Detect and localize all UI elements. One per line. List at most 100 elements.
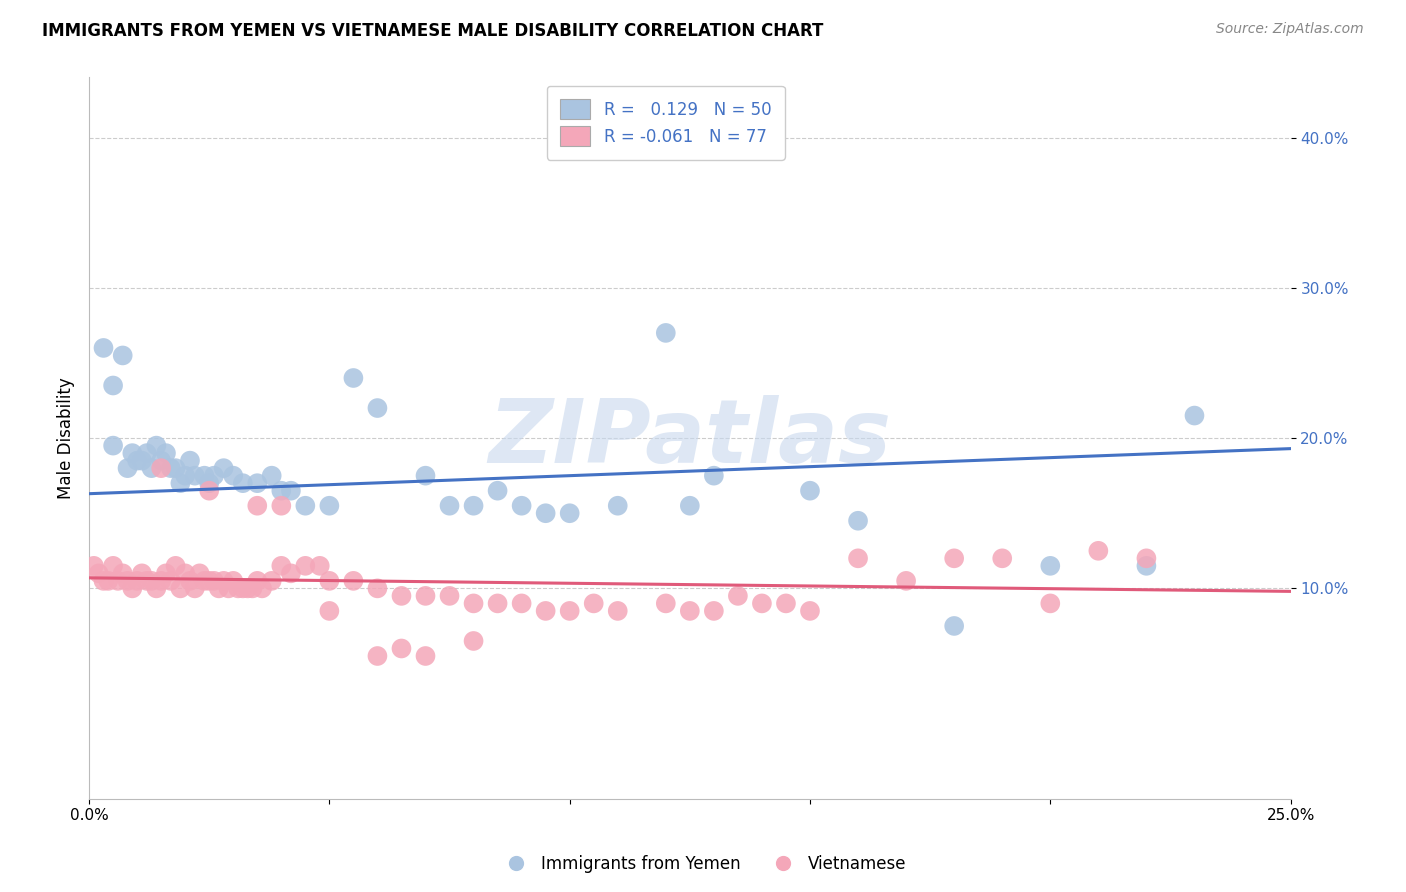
Point <box>87 566 110 581</box>
Point <box>246 499 269 513</box>
Point <box>179 574 201 588</box>
Point <box>294 499 316 513</box>
Point <box>155 446 177 460</box>
Point <box>155 566 177 581</box>
Point <box>534 506 557 520</box>
Point <box>121 446 143 460</box>
Point <box>236 582 259 596</box>
Point <box>141 574 163 588</box>
Point <box>486 596 509 610</box>
Point <box>1135 558 1157 573</box>
Point <box>150 574 173 588</box>
Point <box>894 574 917 588</box>
Point <box>150 461 173 475</box>
Point <box>101 558 124 573</box>
Point <box>463 634 485 648</box>
Point <box>415 468 437 483</box>
Point <box>232 582 254 596</box>
Point <box>991 551 1014 566</box>
Point <box>150 453 173 467</box>
Y-axis label: Male Disability: Male Disability <box>58 377 75 499</box>
Point <box>391 589 413 603</box>
Point <box>202 468 225 483</box>
Point <box>308 558 330 573</box>
Point <box>208 582 231 596</box>
Point <box>606 499 628 513</box>
Point <box>169 476 191 491</box>
Point <box>510 499 533 513</box>
Point <box>169 582 191 596</box>
Point <box>391 641 413 656</box>
Point <box>184 582 207 596</box>
Point <box>93 341 115 355</box>
Point <box>846 551 869 566</box>
Point <box>117 461 139 475</box>
Point <box>159 461 181 475</box>
Point <box>159 574 181 588</box>
Point <box>294 558 316 573</box>
Point <box>198 574 221 588</box>
Point <box>141 461 163 475</box>
Point <box>212 574 235 588</box>
Legend: Immigrants from Yemen, Vietnamese: Immigrants from Yemen, Vietnamese <box>494 848 912 880</box>
Point <box>117 574 139 588</box>
Point <box>943 619 966 633</box>
Point <box>145 439 167 453</box>
Point <box>342 574 364 588</box>
Point <box>943 551 966 566</box>
Point <box>342 371 364 385</box>
Point <box>727 589 749 603</box>
Point <box>703 468 725 483</box>
Point <box>366 648 388 663</box>
Point <box>222 574 245 588</box>
Point <box>101 378 124 392</box>
Point <box>270 499 292 513</box>
Point <box>799 483 821 498</box>
Point <box>165 558 187 573</box>
Point <box>222 468 245 483</box>
Point <box>246 476 269 491</box>
Point <box>165 461 187 475</box>
Point <box>260 574 283 588</box>
Point <box>198 476 221 491</box>
Point <box>703 604 725 618</box>
Point <box>97 574 120 588</box>
Point <box>1135 551 1157 566</box>
Point <box>260 468 283 483</box>
Point <box>250 582 273 596</box>
Point <box>280 566 302 581</box>
Point <box>1087 543 1109 558</box>
Point <box>606 604 628 618</box>
Point <box>463 499 485 513</box>
Point <box>534 604 557 618</box>
Point <box>486 483 509 498</box>
Point <box>318 499 340 513</box>
Point <box>179 453 201 467</box>
Text: IMMIGRANTS FROM YEMEN VS VIETNAMESE MALE DISABILITY CORRELATION CHART: IMMIGRANTS FROM YEMEN VS VIETNAMESE MALE… <box>42 22 824 40</box>
Point <box>366 582 388 596</box>
Point <box>463 596 485 610</box>
Point <box>751 596 773 610</box>
Point <box>193 468 215 483</box>
Point <box>415 648 437 663</box>
Point <box>226 582 249 596</box>
Point <box>270 558 292 573</box>
Point <box>582 596 605 610</box>
Point <box>242 582 264 596</box>
Point <box>188 566 211 581</box>
Point <box>184 468 207 483</box>
Point <box>131 566 153 581</box>
Point <box>131 453 153 467</box>
Point <box>111 566 134 581</box>
Legend: R =   0.129   N = 50, R = -0.061   N = 77: R = 0.129 N = 50, R = -0.061 N = 77 <box>547 86 785 160</box>
Point <box>193 574 215 588</box>
Point <box>1184 409 1206 423</box>
Point <box>121 582 143 596</box>
Point <box>679 499 702 513</box>
Point <box>415 589 437 603</box>
Point <box>1039 596 1062 610</box>
Point <box>135 446 157 460</box>
Point <box>439 499 461 513</box>
Point <box>280 483 302 498</box>
Point <box>101 439 124 453</box>
